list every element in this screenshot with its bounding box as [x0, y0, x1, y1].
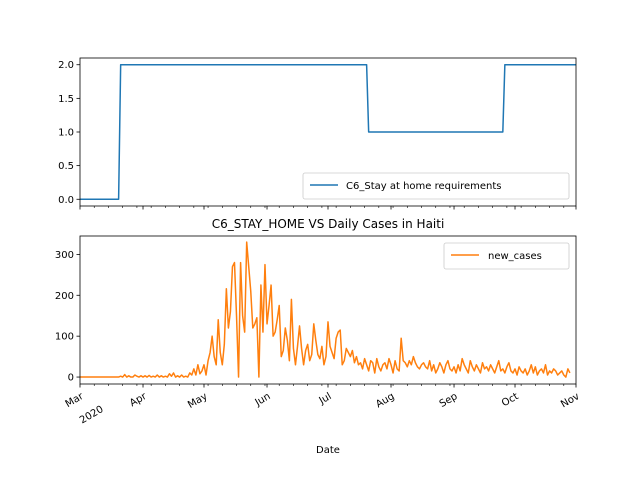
- top-legend-box: [302, 172, 570, 200]
- bottom-legend-label: new_cases: [488, 251, 542, 262]
- top-x-axis: [79, 206, 577, 210]
- top-chart-marks: [80, 63, 576, 201]
- top-y-axis: 0.0 0.5 1.0 1.5 2.0: [58, 60, 80, 206]
- top-chart-panel: 0.0 0.5 1.0 1.5 2.0 C6_Stay at home requirem…: [58, 57, 577, 210]
- top-legend-label: C6_Stay at home requirements: [346, 181, 502, 192]
- y-tick-label: 0: [68, 373, 74, 384]
- x-axis-label: Date: [316, 445, 340, 456]
- y-tick-label: 300: [55, 250, 74, 261]
- bottom-legend-box: [443, 242, 570, 270]
- bottom-legend: new_cases: [443, 242, 570, 270]
- y-tick-label: 0.5: [58, 161, 74, 172]
- bottom-chart-marks: [80, 241, 571, 378]
- y-tick-label: 1.5: [58, 94, 74, 105]
- stay-home-series-line: [80, 63, 576, 201]
- y-tick-label: 1.0: [58, 128, 74, 139]
- new-cases-series-line: [80, 241, 571, 378]
- y-tick-label: 2.0: [58, 60, 74, 71]
- y-tick-label: 0.0: [58, 195, 74, 206]
- y-tick-label: 100: [55, 332, 74, 343]
- top-legend: C6_Stay at home requirements: [302, 172, 570, 200]
- y-tick-label: 200: [55, 291, 74, 302]
- bottom-chart-title: C6_STAY_HOME VS Daily Cases in Haiti: [212, 217, 445, 231]
- bottom-y-axis: 0 100 200 300: [55, 250, 80, 384]
